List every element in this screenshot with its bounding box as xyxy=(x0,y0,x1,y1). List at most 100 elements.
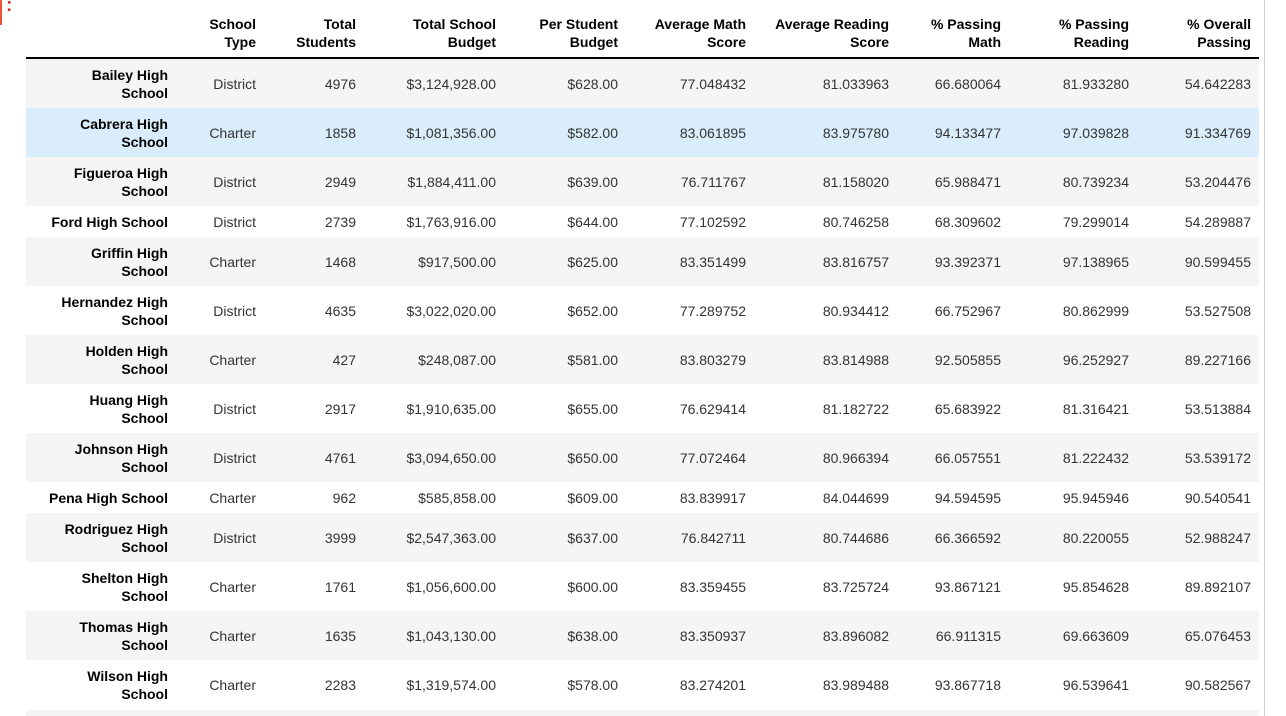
cell-pct_overall: 53.204476 xyxy=(1184,173,1251,190)
cell-avg_reading: 80.966394 xyxy=(822,449,889,466)
cell-budget: $248,087.00 xyxy=(418,351,496,368)
cell-pct_overall: 65.076453 xyxy=(1184,627,1251,644)
cell-budget: $1,884,411.00 xyxy=(407,173,497,190)
cell-avg_reading: 84.044699 xyxy=(822,489,889,506)
cell-per_student: $644.00 xyxy=(567,213,618,230)
table-row: Rodriguez High School District 3999 $2,547,… xyxy=(26,513,1259,562)
cell-budget: $585,858.00 xyxy=(418,489,496,506)
cell-type: District xyxy=(213,302,256,319)
cell-avg_reading: 83.814988 xyxy=(822,351,889,368)
cell-budget: $1,763,916.00 xyxy=(406,213,496,230)
cell-pct_math: 66.752967 xyxy=(934,302,1001,319)
cell-budget: $1,319,574.00 xyxy=(406,676,496,693)
cell-avg_math: 76.629414 xyxy=(679,400,746,417)
cell-per_student: $655.00 xyxy=(567,400,618,417)
cell-pct_reading: 79.299014 xyxy=(1062,213,1129,230)
cell-avg_reading: 83.975780 xyxy=(822,124,889,141)
cell-students: 1858 xyxy=(324,124,356,141)
cell-pct_reading: 95.945946 xyxy=(1062,489,1129,506)
cell-type: Charter xyxy=(209,124,256,141)
cell-avg_math: 77.289752 xyxy=(679,302,746,319)
cell-type: District xyxy=(213,529,256,546)
cell-budget: $1,081,356.00 xyxy=(406,124,496,141)
cell-type: District xyxy=(213,213,256,230)
cell-pct_math: 68.309602 xyxy=(934,213,1001,230)
row-header-school-name: Figueroa High School xyxy=(73,164,168,199)
cell-students: 2739 xyxy=(324,213,356,230)
cell-pct_math: 66.057551 xyxy=(934,449,1001,466)
cell-pct_reading: 96.539641 xyxy=(1062,676,1129,693)
table-row: Thomas High School Charter 1635 $1,043,130.… xyxy=(26,611,1259,660)
row-header-school-name: Thomas High School xyxy=(79,618,168,653)
cell-per_student: $639.00 xyxy=(567,173,618,190)
cell-per_student: $650.00 xyxy=(567,449,618,466)
cell-pct_reading: 95.854628 xyxy=(1062,578,1129,595)
table-row: Johnson High School District 4761 $3,094,65… xyxy=(26,433,1259,482)
school-summary-table: School Type Total Students Total School Bu… xyxy=(26,8,1259,709)
cell-per_student: $581.00 xyxy=(567,351,618,368)
column-header-pct_reading: % Passing Reading xyxy=(1009,8,1137,59)
cell-avg_math: 83.803279 xyxy=(679,351,746,368)
cell-per_student: $600.00 xyxy=(567,578,618,595)
row-header-school-name: Cabrera High School xyxy=(80,115,168,150)
header-row: School Type Total Students Total School Bu… xyxy=(26,8,1259,59)
cell-pct_reading: 81.222432 xyxy=(1062,449,1129,466)
cell-avg_reading: 80.744686 xyxy=(822,529,889,546)
cell-type: District xyxy=(213,75,256,92)
cell-students: 4635 xyxy=(324,302,356,319)
row-header-school-name: Rodriguez High School xyxy=(64,520,168,555)
row-header-school-name: Holden High School xyxy=(85,342,168,377)
cell-type: Charter xyxy=(209,351,256,368)
cell-avg_reading: 81.158020 xyxy=(822,173,889,190)
table-row: Figueroa High School District 2949 $1,884,4… xyxy=(26,157,1259,206)
table-row: Bailey High School District 4976 $3,124,928… xyxy=(26,58,1259,108)
cell-students: 2949 xyxy=(324,173,356,190)
cell-per_student: $582.00 xyxy=(567,124,618,141)
table-row: Huang High School District 2917 $1,910,635.… xyxy=(26,384,1259,433)
cell-pct_math: 93.867718 xyxy=(934,676,1001,693)
table-row: Pena High School Charter 962 $585,858.00 $60… xyxy=(26,482,1259,513)
cell-type: Charter xyxy=(209,253,256,270)
row-header-school-name: Pena High School xyxy=(48,489,168,506)
cell-pct_math: 65.683922 xyxy=(934,400,1001,417)
cell-pct_math: 66.680064 xyxy=(934,75,1001,92)
cell-pct_math: 93.867121 xyxy=(934,578,1001,595)
cell-budget: $1,043,130.00 xyxy=(406,627,496,644)
cell-avg_math: 77.072464 xyxy=(679,449,746,466)
cell-pct_overall: 53.527508 xyxy=(1184,302,1251,319)
table-row: Griffin High School Charter 1468 $917,500.0… xyxy=(26,237,1259,286)
cell-students: 1761 xyxy=(324,578,356,595)
table-row: Wilson High School Charter 2283 $1,319,574.… xyxy=(26,660,1259,709)
cell-pct_reading: 96.252927 xyxy=(1062,351,1129,368)
cell-type: Charter xyxy=(209,489,256,506)
cell-students: 1635 xyxy=(324,627,356,644)
cell-avg_math: 83.061895 xyxy=(679,124,746,141)
cell-pct_math: 66.366592 xyxy=(934,529,1001,546)
table-row: Shelton High School Charter 1761 $1,056,600… xyxy=(26,562,1259,611)
cell-prompt-accent-bar xyxy=(0,0,2,25)
partial-next-row-stripe xyxy=(26,710,1259,716)
cell-pct_overall: 54.642283 xyxy=(1184,75,1251,92)
row-header-school-name: Bailey High School xyxy=(91,66,168,101)
cell-avg_reading: 83.989488 xyxy=(822,676,889,693)
cell-avg_math: 76.711767 xyxy=(680,173,746,190)
row-header-school-name: Johnson High School xyxy=(74,440,168,475)
column-header-per_student: Per Student Budget xyxy=(504,8,626,59)
cell-avg_math: 83.350937 xyxy=(679,627,746,644)
table-row: Cabrera High School Charter 1858 $1,081,356… xyxy=(26,108,1259,157)
cell-students: 1468 xyxy=(324,253,356,270)
cell-students: 427 xyxy=(332,351,356,368)
cell-students: 2283 xyxy=(324,676,356,693)
cell-avg_reading: 80.934412 xyxy=(822,302,889,319)
cell-students: 4976 xyxy=(324,75,356,92)
column-header-index xyxy=(26,8,176,59)
cell-type: Charter xyxy=(209,627,256,644)
cell-type: Charter xyxy=(209,676,256,693)
cell-per_student: $638.00 xyxy=(567,627,618,644)
cell-avg_reading: 83.816757 xyxy=(822,253,889,270)
cell-pct_reading: 80.739234 xyxy=(1062,173,1129,190)
cell-avg_reading: 83.725724 xyxy=(822,578,889,595)
cell-pct_reading: 81.933280 xyxy=(1062,75,1129,92)
cell-budget: $3,022,020.00 xyxy=(406,302,496,319)
row-header-school-name: Hernandez High School xyxy=(61,293,168,328)
